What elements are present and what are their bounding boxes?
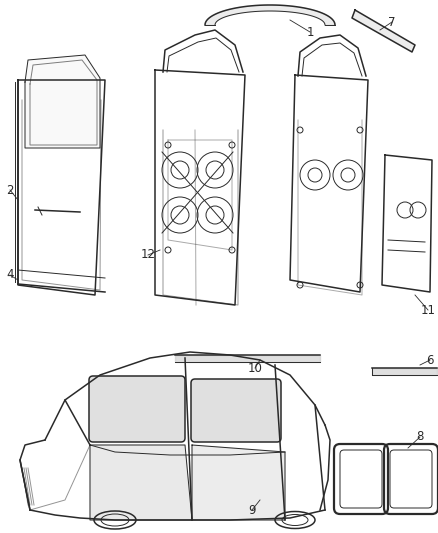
FancyBboxPatch shape bbox=[89, 376, 185, 442]
Polygon shape bbox=[205, 5, 335, 25]
Text: 2: 2 bbox=[6, 183, 14, 197]
Polygon shape bbox=[175, 355, 320, 362]
Text: 11: 11 bbox=[420, 303, 435, 317]
Polygon shape bbox=[372, 368, 437, 375]
FancyBboxPatch shape bbox=[191, 379, 281, 442]
Text: 4: 4 bbox=[6, 269, 14, 281]
Polygon shape bbox=[192, 445, 285, 520]
Text: 9: 9 bbox=[248, 504, 256, 516]
Text: 8: 8 bbox=[416, 431, 424, 443]
Polygon shape bbox=[90, 445, 192, 520]
Text: 12: 12 bbox=[141, 248, 155, 262]
Polygon shape bbox=[352, 10, 415, 52]
Text: 6: 6 bbox=[426, 353, 434, 367]
Text: 10: 10 bbox=[247, 361, 262, 375]
Text: 1: 1 bbox=[306, 26, 314, 38]
Text: 7: 7 bbox=[388, 15, 396, 28]
Polygon shape bbox=[25, 55, 100, 148]
